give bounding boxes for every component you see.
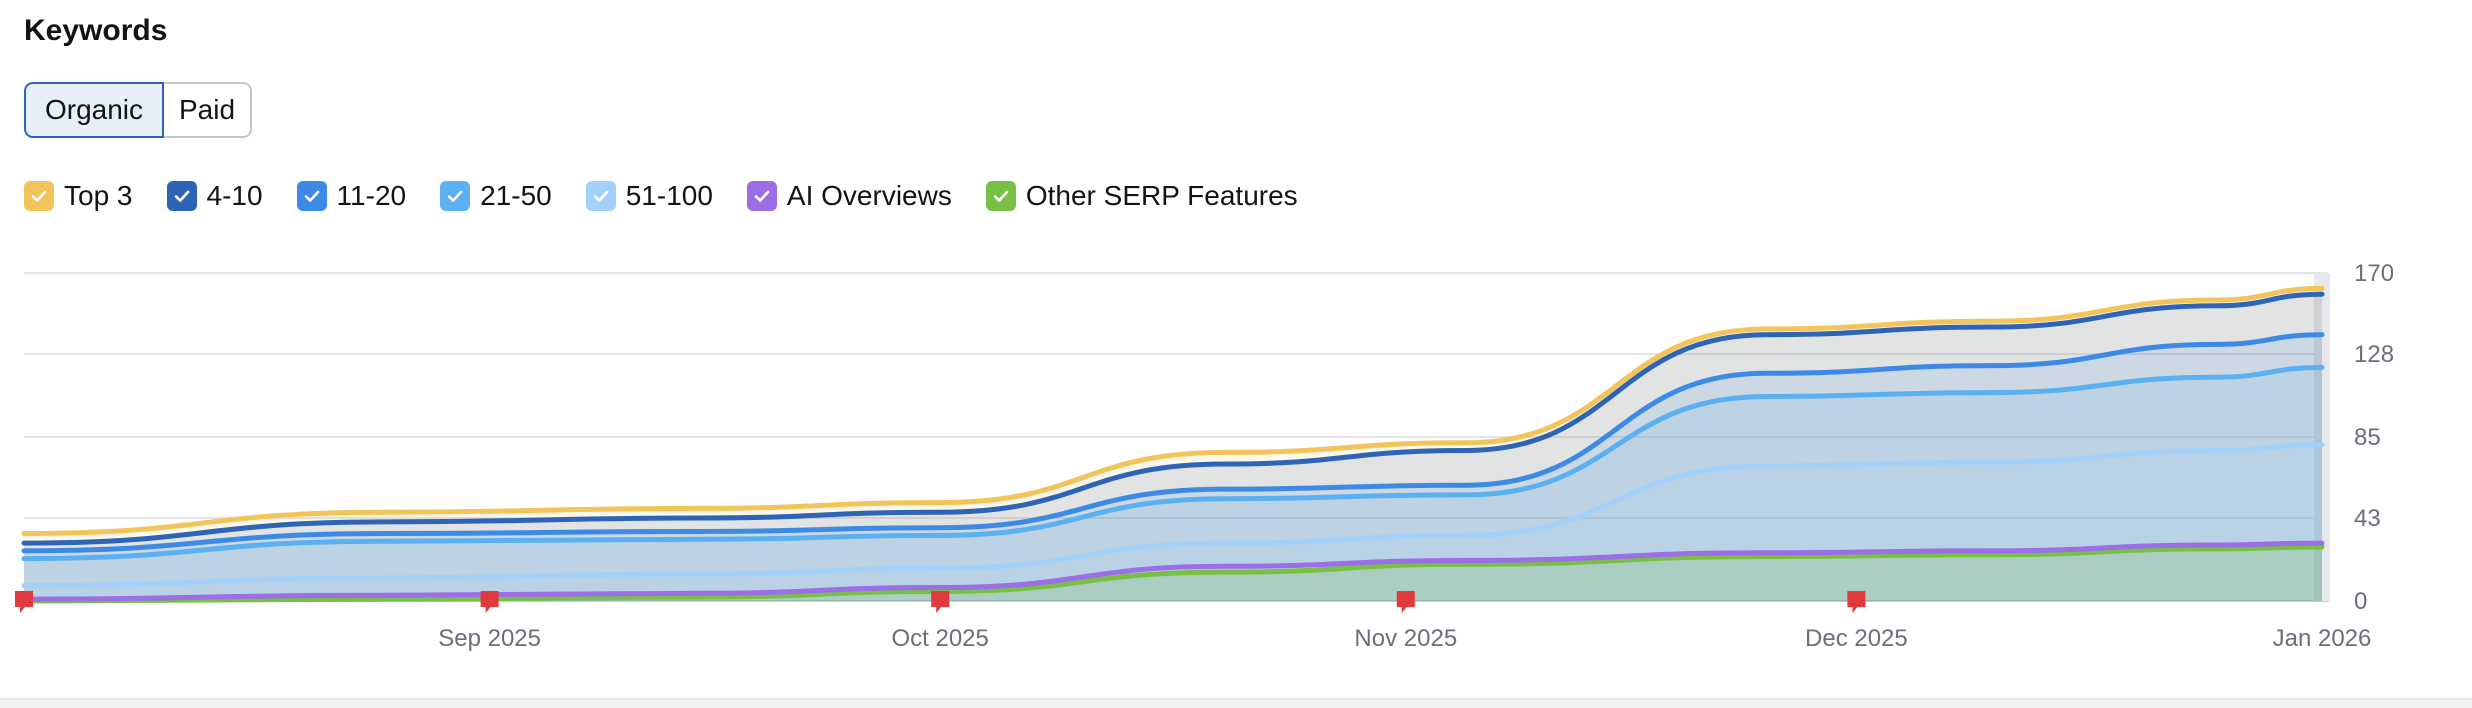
organic-paid-toggle: Organic Paid [24, 82, 252, 138]
legend-item-21-50[interactable]: 21-50 [440, 180, 552, 212]
series-line [21, 365, 2325, 562]
series-area-fill [24, 288, 2322, 601]
series-area-fill [24, 367, 2322, 601]
checkbox-icon[interactable] [440, 181, 471, 211]
tab-paid[interactable]: Paid [162, 82, 252, 138]
legend-label: 21-50 [480, 180, 552, 211]
page-title: Keywords [24, 14, 168, 47]
series-area-fill [24, 334, 2322, 601]
annotation-flag-icon[interactable] [15, 591, 33, 613]
series-area-fill [24, 444, 2322, 601]
legend-item-other-serp-features[interactable]: Other SERP Features [985, 180, 1298, 212]
series-line [21, 442, 2325, 589]
chart-legend: Top 3 4-10 11-20 21-50 51-100 AI Overvie… [24, 176, 1332, 216]
legend-label: AI Overviews [786, 180, 952, 211]
x-tick-label: Jan 2026 [2273, 625, 2372, 652]
legend-label: Other SERP Features [1025, 180, 1298, 211]
legend-item-51-100[interactable]: 51-100 [585, 180, 713, 212]
checkbox-icon[interactable] [585, 181, 616, 211]
legend-label: Top 3 [64, 180, 133, 211]
legend-label: 4-10 [206, 180, 263, 211]
annotation-flag-icon[interactable] [480, 591, 499, 613]
section-divider [0, 698, 2472, 708]
series-line [21, 332, 2325, 554]
legend-item-4-10[interactable]: 4-10 [166, 180, 263, 212]
annotation-flag-icon[interactable] [1847, 591, 1866, 613]
checkbox-icon[interactable] [746, 181, 777, 211]
hover-band [2314, 273, 2330, 601]
tab-organic[interactable]: Organic [24, 82, 164, 138]
y-tick-label: 128 [2354, 341, 2394, 368]
annotation-flag-icon[interactable] [1396, 591, 1415, 613]
x-tick-label: Oct 2025 [891, 625, 988, 652]
y-tick-label: 0 [2354, 588, 2367, 615]
checkbox-icon[interactable] [296, 181, 327, 211]
checkbox-icon[interactable] [985, 181, 1016, 211]
checkbox-icon[interactable] [24, 181, 54, 211]
legend-item-top3[interactable]: Top 3 [24, 180, 133, 212]
legend-item-11-20[interactable]: 11-20 [296, 180, 407, 212]
series-area-fill [24, 294, 2322, 601]
x-tick-label: Sep 2025 [438, 625, 541, 652]
y-tick-label: 170 [2354, 260, 2394, 287]
series-line [21, 285, 2325, 536]
series-line [21, 291, 2325, 546]
annotation-flag-icon[interactable] [931, 591, 950, 613]
y-tick-label: 85 [2354, 424, 2381, 451]
x-tick-label: Nov 2025 [1354, 625, 1457, 652]
x-tick-label: Dec 2025 [1805, 625, 1908, 652]
legend-item-ai-overviews[interactable]: AI Overviews [746, 180, 952, 212]
legend-label: 11-20 [336, 180, 407, 211]
y-tick-label: 43 [2354, 505, 2381, 532]
legend-label: 51-100 [625, 180, 713, 211]
checkbox-icon[interactable] [166, 181, 197, 211]
